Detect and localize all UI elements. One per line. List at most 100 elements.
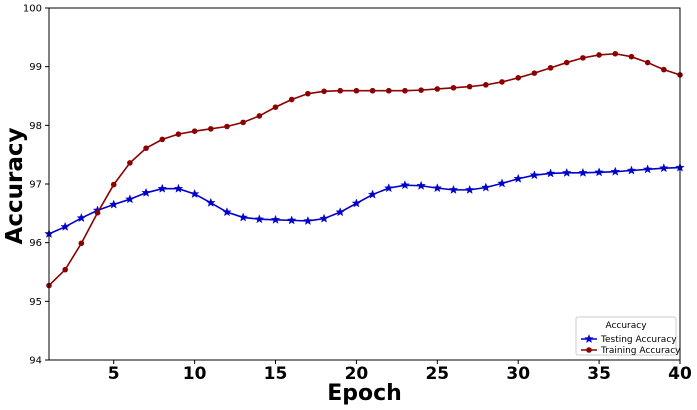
y-tick-label: 94 xyxy=(29,356,42,367)
x-axis-label: Epoch xyxy=(327,381,402,406)
data-point xyxy=(661,66,667,73)
data-point xyxy=(416,180,426,190)
y-tick-label: 98 xyxy=(29,121,42,132)
data-point xyxy=(432,183,443,193)
data-point xyxy=(513,173,523,183)
data-point xyxy=(76,213,87,223)
data-point xyxy=(562,167,572,177)
series-line xyxy=(48,52,681,287)
data-point xyxy=(206,197,216,207)
data-point xyxy=(224,123,230,130)
data-point xyxy=(335,207,345,217)
data-point xyxy=(256,113,263,119)
legend-label: Training Accuracy xyxy=(600,346,681,356)
data-point xyxy=(402,87,408,94)
data-point xyxy=(610,166,621,176)
data-point xyxy=(626,165,637,175)
series-line xyxy=(48,166,681,235)
plot-frame xyxy=(48,7,681,361)
data-point xyxy=(191,128,198,134)
data-point xyxy=(515,75,522,81)
data-point xyxy=(580,55,586,61)
data-point xyxy=(78,240,85,247)
data-point xyxy=(305,90,311,97)
data-point xyxy=(563,59,570,66)
data-point xyxy=(127,160,133,166)
data-point xyxy=(531,70,538,76)
data-point xyxy=(240,119,246,126)
data-point xyxy=(157,183,167,193)
data-point xyxy=(353,87,360,94)
legend-marker xyxy=(586,347,592,353)
data-point xyxy=(303,215,313,225)
data-point xyxy=(62,266,68,273)
data-point xyxy=(644,59,651,66)
data-point xyxy=(529,170,540,180)
data-point xyxy=(659,163,669,173)
data-point xyxy=(497,178,507,188)
legend-entry: Testing Accuracy xyxy=(581,334,677,345)
y-tick-label: 96 xyxy=(29,238,42,249)
data-point xyxy=(367,189,378,199)
data-point xyxy=(125,194,135,204)
data-point xyxy=(499,79,505,85)
data-point xyxy=(175,131,182,137)
data-point xyxy=(448,184,459,194)
data-point xyxy=(286,215,297,225)
data-point xyxy=(596,52,602,58)
data-point xyxy=(319,213,329,223)
data-point xyxy=(141,187,151,197)
data-point xyxy=(578,167,588,177)
series-layer xyxy=(44,50,685,289)
data-point xyxy=(288,96,295,103)
data-point xyxy=(110,181,117,188)
legend-marker xyxy=(584,334,594,344)
data-point xyxy=(189,188,200,198)
y-tick-label: 100 xyxy=(23,4,42,15)
legend-label: Testing Accuracy xyxy=(600,335,677,345)
data-point xyxy=(481,182,491,192)
data-point xyxy=(385,87,392,94)
data-point xyxy=(222,207,232,217)
y-tick-label: 97 xyxy=(29,180,42,191)
data-point xyxy=(450,84,457,91)
legend-title: Accuracy xyxy=(605,321,647,331)
data-point xyxy=(464,184,475,194)
data-point xyxy=(545,168,556,178)
data-point xyxy=(418,87,424,93)
x-tick-label: 25 xyxy=(425,364,449,384)
data-point xyxy=(108,199,119,209)
data-point xyxy=(272,104,279,110)
data-point xyxy=(547,65,554,71)
data-point xyxy=(60,221,70,231)
data-point xyxy=(628,53,635,60)
data-point xyxy=(207,126,214,132)
data-point xyxy=(254,214,265,224)
data-point xyxy=(369,87,376,94)
y-tick-label: 95 xyxy=(29,297,42,308)
data-point xyxy=(434,86,441,92)
data-point xyxy=(400,180,410,190)
data-point xyxy=(321,88,327,95)
data-point xyxy=(642,164,653,174)
x-tick-label: 15 xyxy=(264,364,288,384)
legend-box xyxy=(575,316,677,356)
x-tick-label: 40 xyxy=(668,364,692,384)
series-testing xyxy=(44,162,685,238)
x-tick-label: 10 xyxy=(183,364,207,384)
data-point xyxy=(466,83,473,90)
data-point xyxy=(337,87,344,94)
series-training xyxy=(46,50,683,289)
y-axis-label: Accuracy xyxy=(2,128,28,245)
legend-entry: Training Accuracy xyxy=(581,346,681,356)
data-point xyxy=(238,212,248,222)
x-tick-label: 30 xyxy=(506,364,530,384)
data-point xyxy=(270,214,281,224)
data-point xyxy=(159,136,166,143)
data-point xyxy=(173,183,184,193)
x-tick-label: 35 xyxy=(587,364,611,384)
ticks-layer: 94 95 96 97 98 99 100 5 10 15 20 25 30 35 40 xyxy=(23,4,692,385)
